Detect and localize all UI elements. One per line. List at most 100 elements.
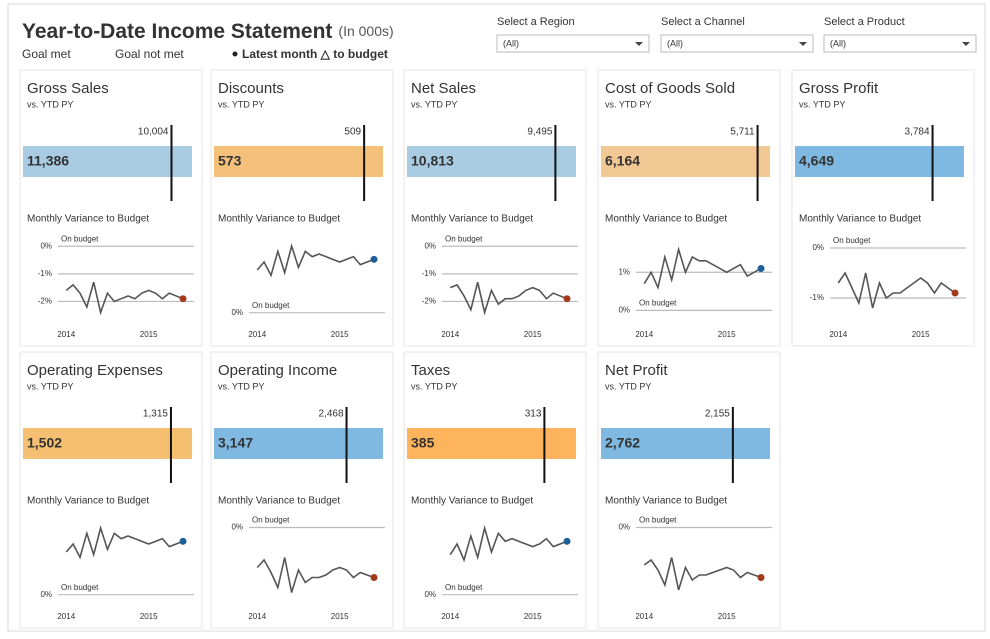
latest-dot [951, 289, 959, 297]
annotation: On budget [639, 516, 677, 525]
x-tick-label: 2015 [331, 612, 349, 621]
variance-title: Monthly Variance to Budget [218, 496, 340, 507]
bar [23, 146, 192, 177]
annotation: On budget [833, 236, 871, 245]
card [210, 351, 394, 629]
latest-dot [757, 264, 765, 272]
card [597, 351, 781, 629]
filter-label: Select a Channel [661, 16, 745, 28]
annotation: On budget [252, 516, 290, 525]
y-tick-label: 0% [812, 243, 824, 252]
y-tick-label: 0% [618, 523, 630, 532]
dropdown-arrow [799, 42, 807, 46]
x-tick-label: 2015 [140, 612, 158, 621]
bar [795, 146, 964, 177]
card-subtitle: vs. YTD PY [411, 99, 457, 109]
annotation: On budget [61, 583, 99, 592]
bar [23, 428, 192, 459]
x-tick-label: 2015 [718, 612, 736, 621]
card [19, 69, 203, 347]
bar-value: 4,649 [799, 153, 834, 169]
title: Year-to-Date Income Statement (In 000s) [22, 20, 394, 43]
annotation: On budget [61, 234, 99, 243]
card [403, 69, 587, 347]
y-tick-label: 0% [231, 308, 243, 317]
dropdown-arrow [635, 42, 643, 46]
x-tick-label: 2014 [635, 330, 653, 339]
dropdown-value: (All) [667, 38, 683, 48]
card-title: Discounts [218, 80, 284, 97]
bar-value: 6,164 [605, 153, 640, 169]
card [403, 351, 587, 629]
x-tick-label: 2015 [140, 330, 158, 339]
y-tick-label: -1% [810, 293, 824, 302]
variance-title: Monthly Variance to Budget [411, 496, 533, 507]
bar-value: 1,502 [27, 435, 62, 451]
latest-dot [179, 295, 187, 303]
reference-label: 1,315 [143, 409, 168, 420]
x-tick-label: 2015 [912, 330, 930, 339]
card-title: Operating Expenses [27, 362, 163, 379]
bar-value: 10,813 [411, 153, 454, 169]
bar [407, 428, 576, 459]
latest-dot [370, 255, 378, 263]
annotation: On budget [445, 234, 483, 243]
variance-title: Monthly Variance to Budget [27, 214, 149, 225]
y-tick-label: -1% [38, 269, 52, 278]
variance-title: Monthly Variance to Budget [27, 496, 149, 507]
card-title: Gross Profit [799, 80, 879, 97]
x-tick-label: 2014 [441, 330, 459, 339]
latest-dot [563, 295, 571, 303]
y-tick-label: 0% [618, 305, 630, 314]
variance-line [837, 271, 956, 309]
card-subtitle: vs. YTD PY [605, 381, 651, 391]
bar-value: 3,147 [218, 435, 253, 451]
variance-title: Monthly Variance to Budget [411, 214, 533, 225]
dropdown[interactable] [823, 34, 977, 53]
x-tick-label: 2014 [829, 330, 847, 339]
variance-line [449, 281, 568, 316]
card-title: Operating Income [218, 362, 337, 379]
reference-label: 2,155 [705, 409, 730, 420]
bar [601, 146, 770, 177]
card-subtitle: vs. YTD PY [218, 381, 264, 391]
variance-line [65, 281, 184, 316]
bar [407, 146, 576, 177]
x-tick-label: 2015 [331, 330, 349, 339]
legend-label: Latest month △ to budget [242, 47, 388, 61]
bar [214, 428, 383, 459]
card-title: Net Sales [411, 80, 476, 97]
dropdown[interactable] [660, 34, 814, 53]
latest-dot [370, 574, 378, 581]
y-tick-label: 0% [424, 241, 436, 250]
annotation: On budget [639, 298, 677, 307]
bar-value: 385 [411, 435, 435, 451]
legend-label: Goal met [22, 47, 71, 61]
x-tick-label: 2014 [57, 330, 75, 339]
variance-line [256, 243, 375, 278]
bar-value: 573 [218, 153, 242, 169]
variance-line [643, 246, 762, 291]
variance-title: Monthly Variance to Budget [799, 214, 921, 225]
card-subtitle: vs. YTD PY [411, 381, 457, 391]
dropdown[interactable] [496, 34, 650, 53]
dropdown-value: (All) [830, 38, 846, 48]
y-tick-label: -1% [422, 269, 436, 278]
bar-value: 2,762 [605, 435, 640, 451]
variance-line [643, 557, 762, 591]
reference-label: 10,004 [138, 127, 169, 138]
card [791, 69, 975, 347]
reference-label: 9,495 [527, 127, 552, 138]
x-tick-label: 2014 [57, 612, 75, 621]
filter-label: Select a Region [497, 16, 575, 28]
card [19, 351, 203, 629]
legend-label: Goal not met [115, 47, 184, 61]
dropdown-value: (All) [503, 38, 519, 48]
legend-dot [232, 51, 238, 57]
card [597, 69, 781, 347]
variance-title: Monthly Variance to Budget [605, 214, 727, 225]
title-note: (In 000s) [338, 23, 393, 39]
variance-title: Monthly Variance to Budget [218, 214, 340, 225]
